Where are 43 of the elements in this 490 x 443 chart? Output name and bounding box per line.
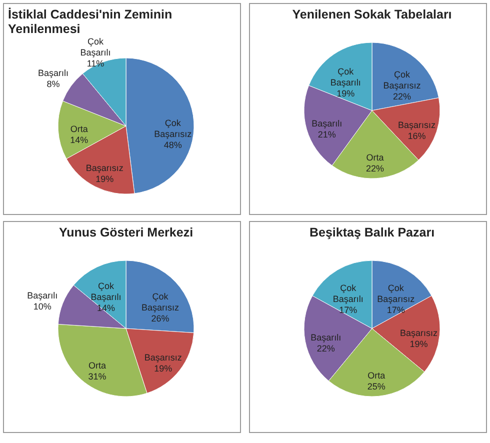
slice-label: Çok Başarılı: [332, 283, 364, 304]
slice-label: Çok Başarılı: [330, 66, 361, 88]
data-label: 21%: [318, 130, 336, 140]
data-label: 22%: [392, 91, 411, 102]
slice-label: Orta: [368, 370, 386, 380]
slice-label: Orta: [366, 152, 384, 162]
data-label: 48%: [164, 140, 182, 150]
slice-label: Orta: [70, 124, 88, 134]
data-label: 16%: [408, 131, 426, 142]
data-label: 10%: [33, 301, 52, 312]
chart-title: Yenilenen Sokak Tabelaları: [292, 8, 452, 22]
data-label: 22%: [316, 343, 335, 354]
slice-label: Çok Başarılı: [80, 36, 111, 58]
slice-label: Başarısız: [400, 328, 438, 338]
slice-label: Çok Başarısız: [154, 118, 192, 140]
slice-label: Çok Başarılı: [90, 280, 122, 302]
slice-label: Çok Başarısız: [142, 291, 180, 312]
slice-label: Başarısız: [144, 352, 182, 362]
slice-label: Başarısız: [86, 162, 124, 173]
slice-label: Çok Başarısız: [383, 69, 422, 90]
chart-title: Beşiktaş Balık Pazarı: [309, 226, 435, 240]
data-label: 26%: [151, 313, 170, 324]
data-label: 19%: [96, 174, 114, 184]
chart-title: İstiklal Caddesi'nin Zeminin Yenilenmesi: [8, 7, 172, 36]
slice-label: Başarılı: [27, 290, 58, 300]
data-label: 17%: [386, 305, 405, 316]
slice-label: Başarısız: [398, 120, 436, 130]
data-label: 17%: [339, 305, 358, 316]
data-label: 22%: [366, 163, 384, 174]
data-label: 11%: [86, 58, 104, 68]
data-label: 19%: [410, 338, 428, 349]
data-label: 25%: [367, 381, 386, 392]
data-label: 8%: [46, 79, 60, 90]
slice-label: Orta: [88, 360, 106, 371]
data-label: 19%: [336, 88, 355, 99]
data-label: 31%: [88, 372, 106, 382]
chart-title: Yunus Gösteri Merkezi: [58, 226, 194, 240]
slice-label: Başarılı: [312, 118, 342, 129]
data-label: 19%: [154, 363, 172, 374]
data-label: 14%: [70, 134, 88, 145]
slice-label: Başarılı: [310, 332, 342, 342]
slice-label: Çok Başarısız: [377, 283, 416, 304]
slice-label: Başarılı: [38, 68, 68, 78]
